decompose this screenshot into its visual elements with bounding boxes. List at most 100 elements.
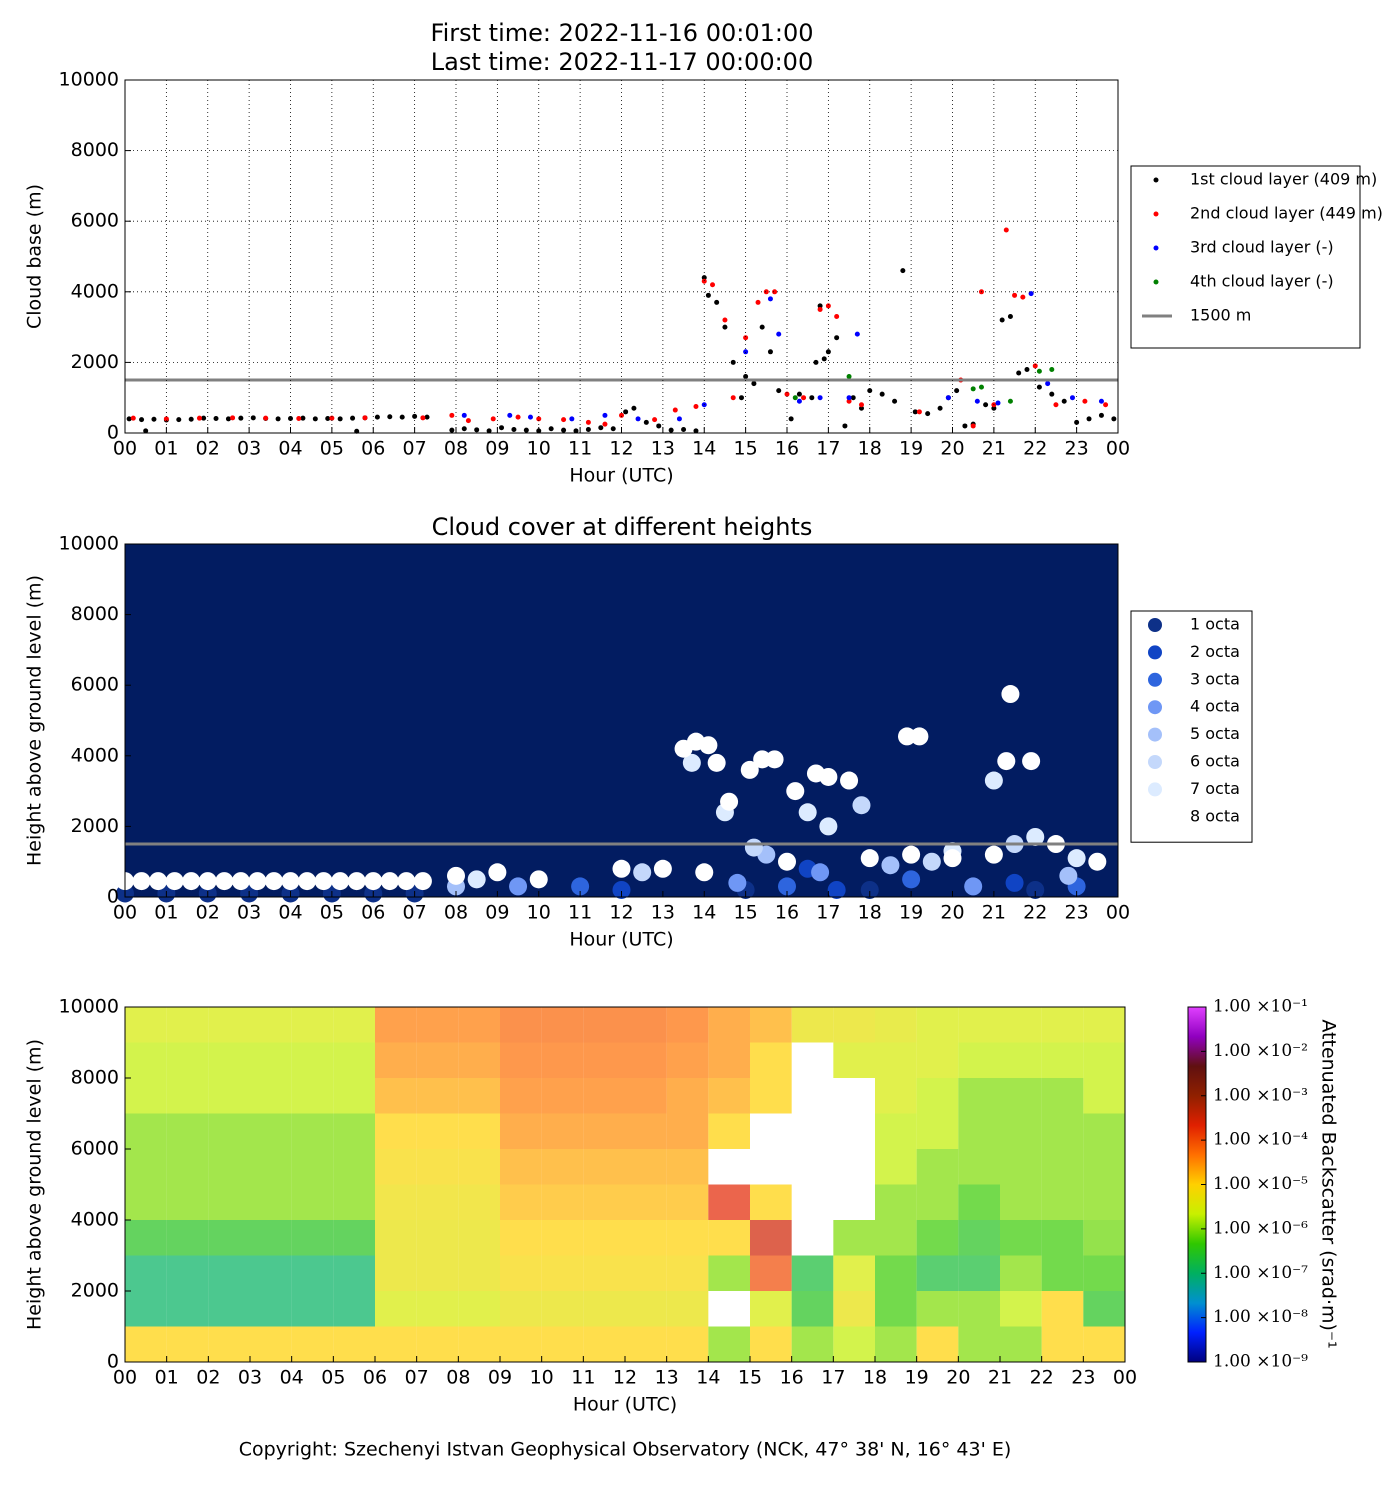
x-axis-label: Hour (UTC) (573, 1394, 677, 1416)
cell (1000, 1326, 1042, 1362)
cell (125, 1255, 167, 1291)
cell (208, 1255, 250, 1291)
y-tick-label: 10000 (59, 533, 119, 555)
cell (500, 1326, 542, 1362)
cell (125, 1078, 167, 1114)
cell (125, 1149, 167, 1185)
cell (291, 1113, 334, 1149)
point (740, 760, 759, 779)
point (529, 870, 548, 889)
cell (166, 1042, 209, 1078)
cell (541, 1007, 584, 1043)
point (1049, 391, 1055, 397)
colorbar-tick-label: 1.00 ×10⁻⁵ (1213, 1174, 1308, 1194)
legend-marker (1148, 782, 1162, 797)
point (1045, 381, 1051, 387)
x-tick-label: 15 (734, 902, 758, 924)
cell (666, 1291, 709, 1327)
point (1074, 419, 1080, 425)
point (943, 849, 962, 868)
point (612, 880, 631, 899)
y-tick-label: 0 (107, 422, 119, 444)
cell (666, 1184, 709, 1220)
legend-marker (1148, 727, 1162, 742)
colorbar-tick-label: 1.00 ×10⁻⁹ (1213, 1352, 1308, 1372)
plot-background (125, 544, 1118, 897)
x-tick-label: 19 (899, 438, 923, 460)
cell (208, 1078, 250, 1114)
cell (875, 1220, 917, 1256)
y-tick-label: 2000 (71, 351, 119, 373)
cell (1000, 1042, 1042, 1078)
point (573, 428, 579, 434)
point (817, 306, 823, 312)
point (1026, 880, 1045, 899)
point (447, 866, 465, 885)
point (387, 414, 393, 420)
cell (250, 1220, 292, 1256)
legend-marker (1153, 245, 1159, 251)
cell (875, 1007, 917, 1043)
cell (666, 1007, 709, 1043)
cell (166, 1007, 209, 1043)
cell (375, 1149, 417, 1185)
point (143, 428, 149, 434)
cell (458, 1326, 500, 1362)
cell (333, 1291, 375, 1327)
point (499, 425, 505, 431)
cell (1041, 1326, 1084, 1362)
cell (458, 1007, 500, 1043)
legend-label: 1 octa (1190, 615, 1240, 634)
point (329, 415, 335, 421)
cell (750, 1255, 792, 1291)
cell (1041, 1042, 1084, 1078)
point (834, 314, 840, 320)
cell (625, 1326, 667, 1362)
x-tick-label: 13 (655, 1367, 679, 1389)
cell (708, 1113, 750, 1149)
cell (291, 1007, 334, 1043)
x-tick-label: 07 (405, 1367, 429, 1389)
legend-box (1130, 165, 1361, 349)
x-tick-label: 19 (905, 1367, 929, 1389)
point (1032, 363, 1038, 369)
cell (375, 1042, 417, 1078)
point (653, 859, 672, 878)
heatmap (125, 1007, 1125, 1362)
point (850, 395, 856, 401)
cell (750, 1291, 792, 1327)
x-tick-label: 05 (320, 438, 344, 460)
point (507, 412, 513, 418)
cell (958, 1007, 1000, 1043)
point (705, 292, 711, 298)
cell (333, 1326, 375, 1362)
point (743, 335, 749, 341)
cell (1083, 1326, 1125, 1362)
point (860, 880, 879, 899)
colorbar-tick-label: 1.00 ×10⁻² (1213, 1041, 1308, 1061)
y-tick-label: 6000 (71, 210, 119, 232)
point (842, 423, 848, 429)
title: First time: 2022-11-16 00:01:00 (431, 19, 814, 47)
title: Cloud cover at different heights (432, 513, 813, 541)
colorbar-tick-label: 1.00 ×10⁻⁸ (1213, 1307, 1308, 1327)
cell (291, 1042, 334, 1078)
legend-marker (1148, 672, 1162, 687)
point (817, 395, 823, 401)
point (964, 877, 983, 896)
x-tick-label: 15 (738, 1367, 762, 1389)
point (213, 416, 219, 422)
cell (416, 1007, 459, 1043)
point (819, 767, 838, 786)
cell (958, 1113, 1000, 1149)
cell (458, 1255, 500, 1291)
cell (666, 1078, 709, 1114)
cell (291, 1220, 334, 1256)
point (515, 414, 521, 420)
cell (291, 1078, 334, 1114)
point (1026, 827, 1045, 846)
cell (500, 1255, 542, 1291)
point (230, 415, 236, 421)
point (1007, 398, 1013, 404)
